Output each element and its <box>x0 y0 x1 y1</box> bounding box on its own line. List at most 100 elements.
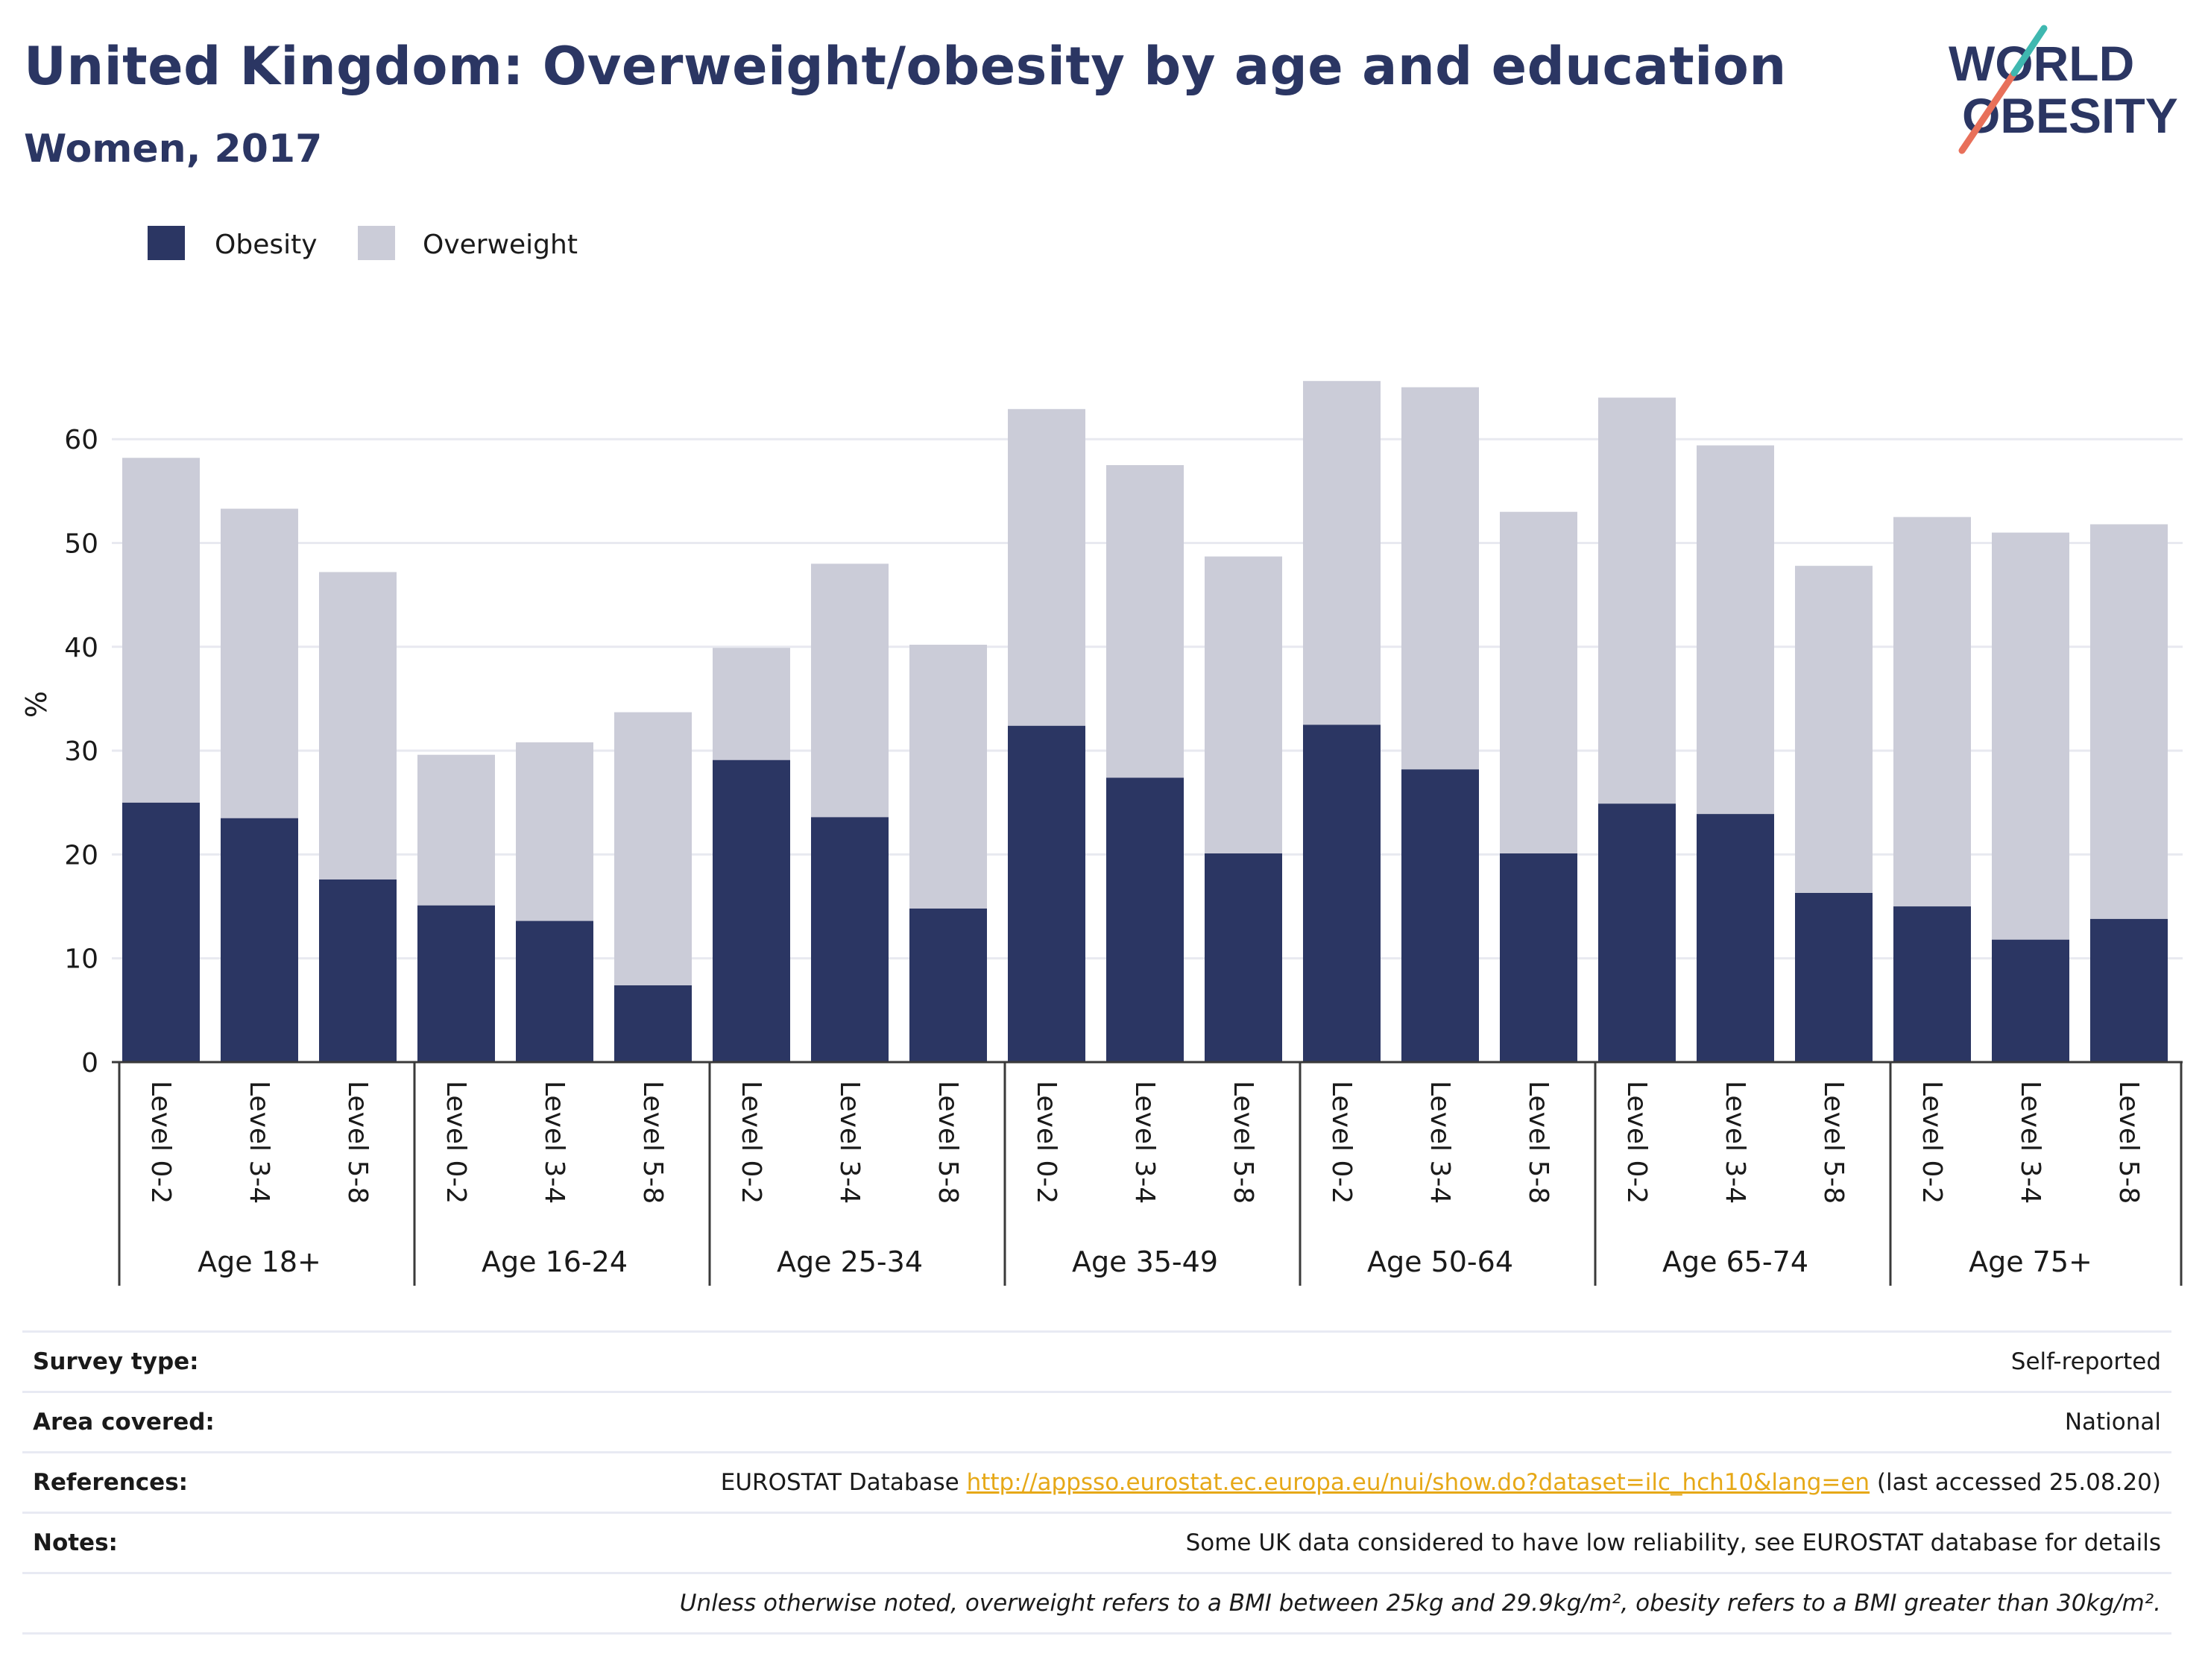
legend-swatch-overweight <box>358 226 395 260</box>
y-tick-label: 60 <box>64 425 98 455</box>
bars <box>122 381 2168 1062</box>
group-label: Age 50-64 <box>1367 1245 1513 1278</box>
x-tick-label: Level 3-4 <box>2015 1081 2045 1204</box>
bar-obesity <box>516 920 593 1062</box>
bar-overweight <box>122 458 200 803</box>
group-label: Age 35-49 <box>1072 1245 1218 1278</box>
bar-obesity <box>811 817 889 1062</box>
bar-obesity <box>319 879 397 1062</box>
x-tick-label: Level 3-4 <box>1720 1081 1750 1204</box>
group-label: Age 16-24 <box>482 1245 628 1278</box>
bar-overweight <box>1598 397 1676 804</box>
notes-label: Notes: <box>33 1529 118 1556</box>
y-tick-label: 50 <box>64 529 98 560</box>
y-tick-label: 40 <box>64 633 98 663</box>
references-prefix: EUROSTAT Database <box>720 1469 959 1496</box>
bar-overweight <box>1893 517 1971 907</box>
x-tick-label: Level 5-8 <box>342 1081 373 1204</box>
bar-obesity <box>909 908 987 1062</box>
bar-overweight <box>614 712 692 985</box>
info-row-references: References: EUROSTAT Database http://app… <box>22 1452 2171 1513</box>
x-tick-label: Level 0-2 <box>441 1081 471 1204</box>
bar-overweight <box>811 563 889 818</box>
page-subtitle: Women, 2017 <box>24 127 323 171</box>
bar-obesity <box>1893 906 1971 1062</box>
logo-line-2: OBESITY <box>1962 88 2178 143</box>
x-tick-label: Level 0-2 <box>1326 1081 1357 1204</box>
bar-overweight <box>1795 566 1873 893</box>
bar-overweight <box>1500 511 1577 854</box>
group-label: Age 75+ <box>1969 1245 2092 1278</box>
group-label: Age 25-34 <box>777 1245 923 1278</box>
info-row-survey-type: Survey type: Self-reported <box>22 1331 2171 1392</box>
x-tick-label: Level 5-8 <box>1228 1081 1258 1204</box>
x-tick-label: Level 0-2 <box>145 1081 176 1204</box>
y-tick-label: 0 <box>81 1048 98 1079</box>
bar-overweight <box>713 648 790 760</box>
survey-type-value: Self-reported <box>2010 1348 2161 1375</box>
references-label: References: <box>33 1469 189 1496</box>
bar-obesity <box>1401 769 1479 1062</box>
x-tick-label: Level 3-4 <box>1129 1081 1160 1204</box>
x-tick-label: Level 3-4 <box>244 1081 274 1204</box>
bar-obesity <box>1205 853 1282 1062</box>
legend-label-overweight: Overweight <box>423 230 578 260</box>
bar-obesity <box>1500 853 1577 1062</box>
references-link[interactable]: http://appsso.eurostat.ec.europa.eu/nui/… <box>966 1469 1870 1496</box>
logo-line-1: WORLD <box>1949 36 2134 91</box>
page-title: United Kingdom: Overweight/obesity by ag… <box>24 36 1787 97</box>
bar-obesity <box>614 985 692 1062</box>
info-table: Survey type: Self-reported Area covered:… <box>22 1330 2171 1635</box>
y-tick-label: 20 <box>64 840 98 871</box>
x-tick-label: Level 0-2 <box>736 1081 766 1204</box>
x-tick-label: Level 0-2 <box>1621 1081 1652 1204</box>
bar-overweight <box>1303 381 1381 725</box>
bar-obesity <box>1598 803 1676 1062</box>
bmi-footnote: Unless otherwise noted, overweight refer… <box>679 1590 2161 1617</box>
bar-overweight <box>1697 445 1774 815</box>
bar-overweight <box>516 742 593 921</box>
legend-label-obesity: Obesity <box>215 230 318 260</box>
y-axis: 0 10 20 30 40 50 60 <box>64 425 98 1079</box>
bar-obesity <box>2090 918 2168 1062</box>
bar-obesity <box>1697 814 1774 1062</box>
bar-obesity <box>1303 724 1381 1062</box>
x-tick-label: Level 5-8 <box>637 1081 668 1204</box>
references-value: EUROSTAT Database http://appsso.eurostat… <box>284 1453 2171 1513</box>
notes-value: Some UK data considered to have low reli… <box>1185 1529 2161 1556</box>
legend-swatch-obesity <box>148 226 185 260</box>
x-tick-label: Level 5-8 <box>1818 1081 1849 1204</box>
bar-overweight <box>2090 524 2168 919</box>
area-covered-value: National <box>2064 1409 2161 1436</box>
bar-overweight <box>1008 408 1085 726</box>
logo-stroke-coral <box>1958 69 2018 154</box>
y-tick-label: 10 <box>64 944 98 975</box>
info-row-area: Area covered: National <box>22 1392 2171 1453</box>
x-axis: Level 0-2 Level 3-4 Level 5-8 Level 0-2 Leve… <box>112 1061 2183 1286</box>
x-tick-label: Level 5-8 <box>933 1081 963 1204</box>
bar-obesity <box>713 760 790 1062</box>
x-tick-label: Level 3-4 <box>539 1081 570 1204</box>
x-tick-label: Level 0-2 <box>1031 1081 1062 1204</box>
x-tick-label: Level 3-4 <box>1425 1081 1455 1204</box>
stacked-bar-chart: Obesity Overweight 0 10 20 30 40 50 60 % Level… <box>20 226 2183 1286</box>
bar-obesity <box>1008 725 1085 1062</box>
info-row-footnote: Unless otherwise noted, overweight refer… <box>22 1573 2171 1634</box>
bar-overweight <box>1992 532 2069 940</box>
group-label: Age 18+ <box>198 1245 321 1278</box>
bar-obesity <box>122 802 200 1062</box>
x-tick-label: Level 5-8 <box>1523 1081 1553 1204</box>
area-covered-label: Area covered: <box>33 1409 215 1436</box>
survey-type-label: Survey type: <box>33 1348 199 1375</box>
logo-stroke-teal <box>2010 25 2048 77</box>
group-label: Age 65-74 <box>1662 1245 1808 1278</box>
bar-obesity <box>1795 892 1873 1062</box>
x-tick-label: Level 3-4 <box>834 1081 865 1204</box>
bar-obesity <box>1992 939 2069 1062</box>
x-tick-label: Level 0-2 <box>1917 1081 1947 1204</box>
references-suffix: (last accessed 25.08.20) <box>1876 1469 2161 1496</box>
world-obesity-logo: WORLD OBESITY <box>1949 25 2178 154</box>
bar-obesity <box>221 818 298 1062</box>
bar-overweight <box>221 508 298 818</box>
bar-overweight <box>1401 387 1479 770</box>
